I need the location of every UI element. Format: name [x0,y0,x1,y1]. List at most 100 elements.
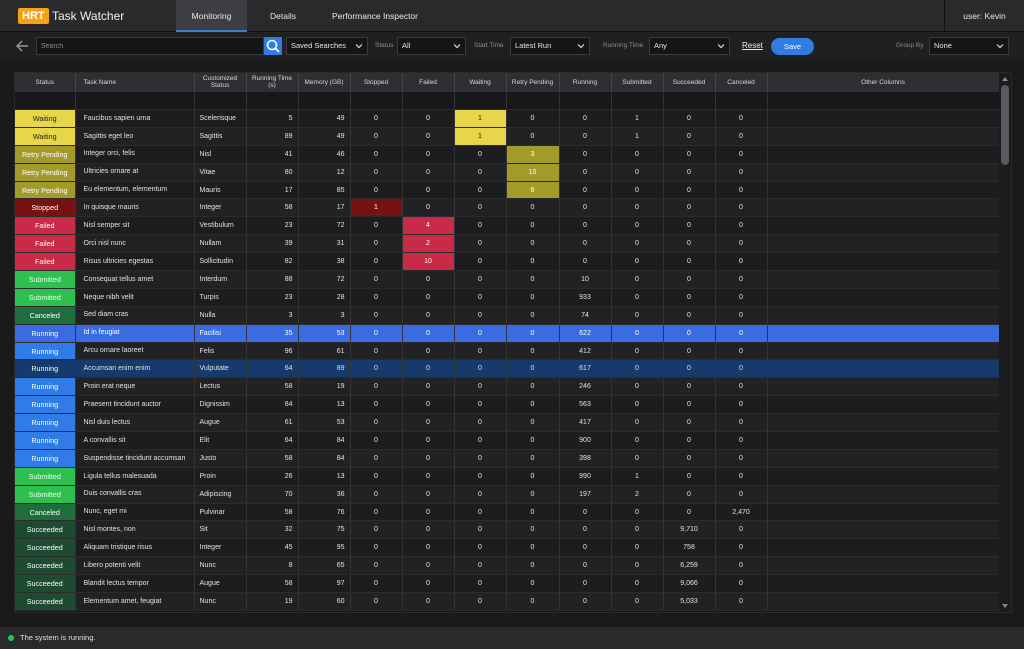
stopped-count-cell: 0 [350,538,403,558]
col-header-retry-pending[interactable]: Retry Pending [506,73,560,93]
running-time-select[interactable]: Any [649,37,730,55]
col-header-canceled[interactable]: Canceled [715,73,768,93]
search-button[interactable] [264,37,282,55]
running-time-cell: 64 [246,359,299,379]
column-filter-cell[interactable] [350,92,403,110]
table-row[interactable]: Running Accumsan enim enim Vulputate 64 89 0 0… [15,359,1000,379]
column-filter-cell[interactable] [402,92,455,110]
saved-searches-select[interactable]: Saved Searches [286,37,368,55]
table-row[interactable]: Failed Orci nisl nunc Nullam 39 31 0 2 0 0 0 0 0 0 [15,234,1000,254]
table-row[interactable]: Submitted Consequat tellus amet Interdum 88… [15,270,1000,289]
memory-cell: 97 [298,574,351,594]
col-header-other-columns[interactable]: Other Columns [767,73,1000,93]
col-header-running[interactable]: Running [559,73,612,93]
submitted-count-cell: 0 [611,592,664,611]
table-row[interactable]: Succeeded Blandit lectus tempor Augue 58 97 0… [15,574,1000,594]
failed-count-cell: 0 [402,181,455,200]
running-count-cell: 197 [559,485,612,504]
col-header-task-name[interactable]: Task Name [75,73,195,93]
tab-performance-inspector[interactable]: Performance Inspector [332,11,418,21]
chevron-down-icon [453,44,461,49]
table-row[interactable]: Succeeded Nisl montes, non Sit 32 75 0 0 0 0 0 0 9,… [15,520,1000,540]
scroll-down-icon[interactable] [1001,602,1009,610]
running-count-cell: 0 [559,109,612,128]
save-button[interactable]: Save [771,38,814,55]
column-filter-cell[interactable] [298,92,351,110]
table-row[interactable]: Running Praesent tincidunt auctor Dignissi… [15,395,1000,415]
running-time-cell: 58 [246,449,299,468]
column-filter-cell[interactable] [663,92,716,110]
stopped-count-cell: 0 [350,395,403,415]
column-filter-cell[interactable] [75,92,195,110]
column-filter-cell[interactable] [715,92,768,110]
table-row[interactable]: Running Id in feugiat Facilisi 35 53 0 0 0 0 622 0… [15,324,1000,343]
col-header-stopped[interactable]: Stopped [350,73,403,93]
table-row[interactable]: Submitted Duis convallis cras Adipiscing 70… [15,485,1000,504]
column-filter-cell[interactable] [767,92,1000,110]
start-time-select[interactable]: Latest Run [510,37,590,55]
waiting-count-cell: 1 [454,109,507,128]
table-row[interactable]: Running A convallis sit Elit 64 84 0 0 0 0 900 0 0 0 [15,431,1000,450]
col-header-succeeded[interactable]: Succeeded [663,73,716,93]
reset-button[interactable]: Reset [742,41,763,50]
table-row[interactable]: Running Nisl duis lectus Augue 61 53 0 0 0 0 417 0… [15,413,1000,433]
stopped-count-cell: 0 [350,216,403,236]
customized-status-cell: Proin [194,467,247,486]
table-row[interactable]: Succeeded Aliquam tristique risus Integer 4… [15,538,1000,558]
customized-status-cell: Vulputate [194,359,247,379]
table-row[interactable]: Running Suspendisse tincidunt accumsan Jus… [15,449,1000,468]
tab-monitoring[interactable]: Monitoring [176,0,247,32]
table-row[interactable]: Waiting Faucibus sapien urna Scelerisque 5 4… [15,109,1000,128]
group-by-select[interactable]: None [929,37,1009,55]
status-filter-select[interactable]: All [397,37,466,55]
back-arrow-icon[interactable] [14,38,30,54]
table-row[interactable]: Canceled Sed diam cras Nulla 3 3 0 0 0 0 74 0 0 0 [15,306,1000,325]
customized-status-cell: Adipiscing [194,485,247,504]
table-row[interactable]: Retry Pending Ultricies ornare at Vitae 80 1… [15,163,1000,182]
table-row[interactable]: Failed Risus ultricies egestas Sollicitudi… [15,252,1000,272]
column-filter-cell[interactable] [506,92,560,110]
table-row[interactable]: Retry Pending Integer orci, felis Nisl 41 46… [15,145,1000,164]
user-menu[interactable]: user: Kevin [944,0,1024,32]
col-header-waiting[interactable]: Waiting [454,73,507,93]
task-name-cell: Nisl duis lectus [75,413,195,433]
table-scrollbar[interactable] [999,73,1011,612]
table-row[interactable]: Running Proin erat neque Lectus 58 19 0 0 0 0 246… [15,377,1000,397]
col-header-failed[interactable]: Failed [402,73,455,93]
tab-details[interactable]: Details [270,11,296,21]
table-row[interactable]: Running Arcu ornare laoreet Felis 96 61 0 0 0 0 4… [15,342,1000,361]
col-header-running-time[interactable]: Running Time (s) [246,73,299,93]
scroll-thumb[interactable] [1001,85,1009,165]
column-filter-cell[interactable] [15,92,76,110]
table-row[interactable]: Succeeded Libero potenti velit Nunc 8 65 0 0 0 0… [15,556,1000,576]
waiting-count-cell: 0 [454,395,507,415]
scroll-up-icon[interactable] [1001,75,1009,83]
customized-status-cell: Dignissim [194,395,247,415]
column-filter-cell[interactable] [611,92,664,110]
table-row[interactable]: Stopped In quisque mauris Integer 58 17 1 0 0 0 0… [15,198,1000,218]
table-row[interactable]: Canceled Nunc, eget mi Pulvinar 58 76 0 0 0 0 0 0 0… [15,503,1000,522]
table-row[interactable]: Waiting Sagittis eget leo Sagittis 89 49 0 0 1 0… [15,127,1000,146]
search-input[interactable] [36,37,264,55]
task-name-cell: Eu elementum, elementum [75,181,195,200]
table-row[interactable]: Submitted Neque nibh velit Turpis 23 28 0 0 0 0 9… [15,288,1000,307]
column-filter-cell[interactable] [246,92,299,110]
task-name-cell: Sed diam cras [75,306,195,325]
column-filter-cell[interactable] [559,92,612,110]
failed-count-cell: 0 [402,377,455,397]
customized-status-cell: Augue [194,413,247,433]
column-filter-cell[interactable] [194,92,247,110]
table-row[interactable]: Submitted Ligula tellus malesuada Proin 26 1… [15,467,1000,486]
table-row[interactable]: Succeeded Elementum amet, feugiat Nunc 19 60… [15,592,1000,611]
start-time-value: Latest Run [515,41,552,50]
column-filter-cell[interactable] [454,92,507,110]
task-name-cell: Proin erat neque [75,377,195,397]
col-header-status[interactable]: Status [15,73,76,93]
col-header-memory[interactable]: Memory (GB) [298,73,351,93]
failed-count-cell: 0 [402,485,455,504]
table-row[interactable]: Retry Pending Eu elementum, elementum Maur… [15,181,1000,200]
col-header-customized-status[interactable]: Customized Status [194,73,247,93]
table-row[interactable]: Failed Nisl semper sit Vestibulum 23 72 0 4 0 0 0… [15,216,1000,236]
status-badge: Running [15,449,76,468]
col-header-submitted[interactable]: Submitted [611,73,664,93]
